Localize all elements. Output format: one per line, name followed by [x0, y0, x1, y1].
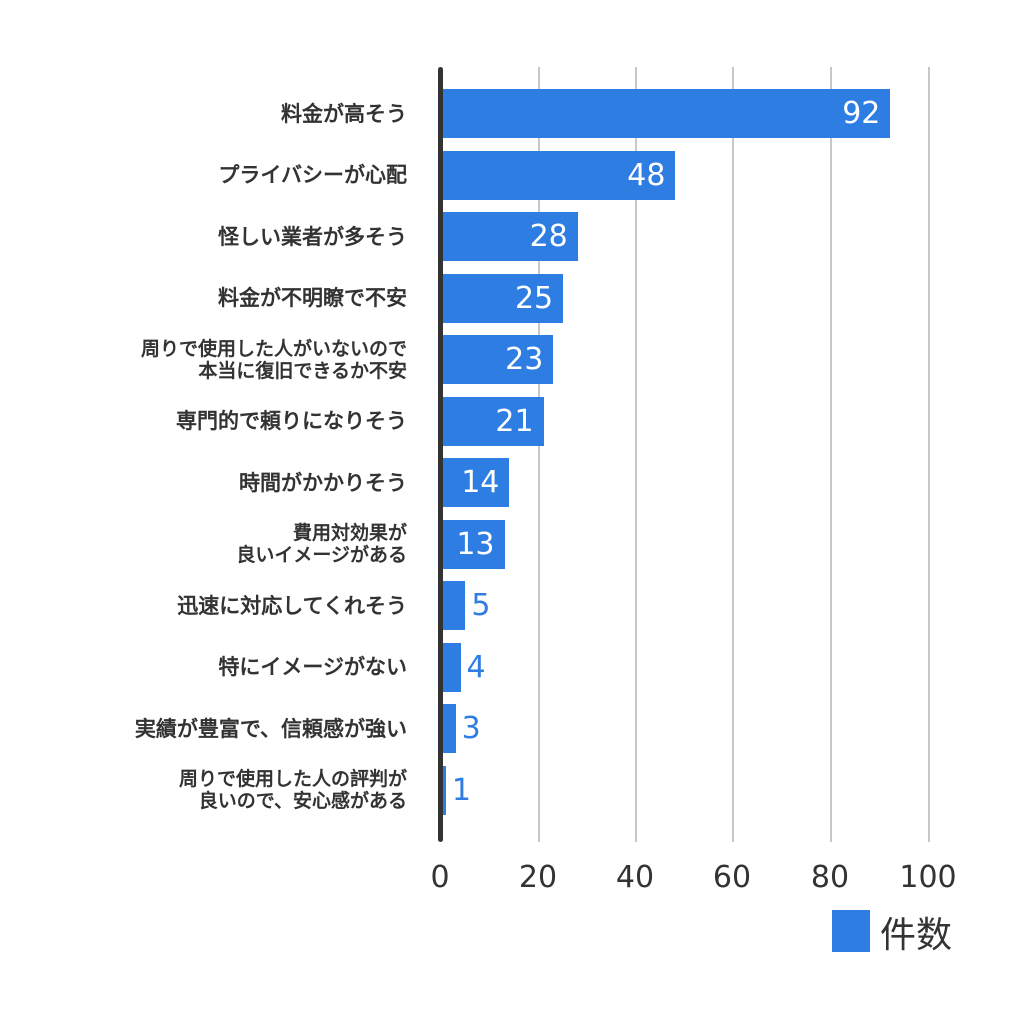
x-tick-label: 20 [518, 860, 558, 895]
category-label-line: 実績が豊富で、信頼感が強い [134, 716, 407, 741]
bar [441, 212, 578, 261]
bar-value-label: 5 [471, 588, 491, 623]
bar-value-label: 48 [627, 157, 666, 193]
gridline-20 [538, 67, 540, 842]
gridline-40 [635, 67, 637, 842]
gridline-100 [928, 67, 930, 842]
bar [441, 519, 505, 569]
category-label-line: 周りで使用した人の評判が [178, 768, 407, 790]
category-label: 怪しい業者が多そう [27, 225, 407, 249]
x-tick-label: 100 [899, 860, 957, 895]
bar [441, 89, 891, 138]
bar-value-label: 23 [505, 342, 544, 377]
category-label: 時間がかかりそう [27, 471, 407, 495]
bar [441, 765, 446, 815]
bar-value-label: 14 [461, 465, 500, 500]
category-label: 周りで使用した人がいないので 本当に復旧できるか不安 [27, 338, 407, 382]
category-label-line: 良いので、安心感がある [198, 790, 407, 812]
category-label-line: 時間がかかりそう [239, 470, 407, 495]
bar-value-label: 3 [461, 711, 481, 746]
category-label: 料金が不明瞭で不安 [27, 286, 407, 310]
bar [441, 150, 676, 200]
category-label-line: プライバシーが心配 [218, 163, 407, 187]
category-label: 実績が豊富で、信頼感が強い [27, 717, 407, 741]
category-label-line: 費用対効果が [292, 522, 407, 544]
category-label: 費用対効果が 良いイメージがある [27, 522, 407, 566]
category-label: 特にイメージがない [27, 655, 407, 679]
bar-value-label: 4 [466, 649, 486, 685]
bar-value-label: 21 [495, 403, 534, 439]
gridline-80 [830, 67, 832, 842]
bar [441, 642, 461, 692]
category-label-line: 料金が高そう [281, 101, 407, 126]
bar [441, 581, 466, 630]
category-label: 料金が高そう [27, 102, 407, 126]
bar [441, 704, 456, 753]
bar [441, 396, 544, 446]
x-tick-label: 0 [430, 860, 450, 895]
category-label-line: 専門的で頼りになりそう [176, 409, 407, 433]
category-label: 迅速に対応してくれそう [27, 594, 407, 618]
category-label-line: 周りで使用した人がいないので [140, 337, 407, 360]
bar-value-label: 92 [842, 96, 881, 131]
category-label-line: 良いイメージがある [236, 544, 407, 566]
legend-swatch [832, 910, 870, 952]
category-label: プライバシーが心配 [27, 163, 407, 187]
gridline-60 [732, 67, 734, 842]
category-label: 専門的で頼りになりそう [27, 409, 407, 433]
bar-value-label: 1 [451, 772, 471, 808]
bar-value-label: 28 [529, 219, 568, 254]
category-label-line: 特にイメージがない [218, 655, 407, 679]
x-tick-label: 60 [712, 860, 752, 895]
bar [441, 273, 564, 323]
category-label-line: 怪しい業者が多そう [218, 224, 407, 249]
legend-label: 件数 [880, 915, 953, 956]
bar-value-label: 25 [514, 280, 554, 316]
category-label-line: 本当に復旧できるか不安 [198, 359, 407, 382]
x-tick-label: 80 [810, 860, 850, 895]
bar-value-label: 13 [456, 526, 495, 562]
category-label: 周りで使用した人の評判が 良いので、安心感がある [27, 768, 407, 812]
bar [441, 335, 554, 384]
x-tick-label: 40 [615, 860, 655, 895]
category-label-line: 料金が不明瞭で不安 [218, 286, 407, 310]
bar [441, 458, 510, 507]
category-label-line: 迅速に対応してくれそう [177, 593, 407, 618]
y-axis-line [438, 67, 443, 842]
